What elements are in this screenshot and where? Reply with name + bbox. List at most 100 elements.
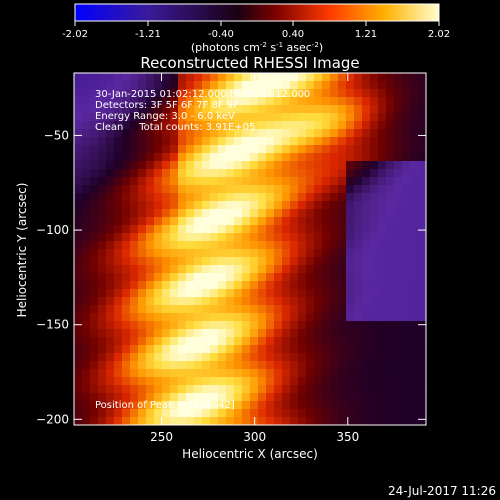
heatmap-cell bbox=[266, 233, 275, 242]
heatmap-cell bbox=[266, 417, 275, 426]
heatmap-cell bbox=[170, 201, 179, 210]
heatmap-cell bbox=[394, 169, 403, 178]
heatmap-cell bbox=[234, 297, 243, 306]
heatmap-cell bbox=[290, 169, 299, 178]
heatmap-cell bbox=[338, 217, 347, 226]
heatmap-cell bbox=[138, 113, 147, 122]
heatmap-cell bbox=[418, 201, 427, 210]
heatmap-cell bbox=[298, 105, 307, 114]
heatmap-cell bbox=[394, 345, 403, 354]
heatmap-cell bbox=[330, 369, 339, 378]
heatmap-cell bbox=[370, 177, 379, 186]
heatmap-cell bbox=[410, 313, 419, 322]
heatmap-cell bbox=[154, 265, 163, 274]
x-tick-label: 350 bbox=[336, 430, 359, 444]
heatmap-cell bbox=[410, 113, 419, 122]
heatmap-cell bbox=[186, 281, 195, 290]
colorbar-ticks: -2.02 -1.21 -0.40 0.40 1.21 2.02 bbox=[62, 21, 450, 40]
heatmap-cell bbox=[74, 121, 83, 130]
heatmap-cell bbox=[266, 281, 275, 290]
heatmap-cell bbox=[178, 305, 187, 314]
heatmap-cell bbox=[282, 129, 291, 138]
heatmap-cell bbox=[250, 321, 259, 330]
heatmap-cell bbox=[370, 105, 379, 114]
heatmap-cell bbox=[98, 329, 107, 338]
heatmap-cell bbox=[314, 361, 323, 370]
heatmap-cell bbox=[90, 313, 99, 322]
heatmap-cell bbox=[370, 169, 379, 178]
heatmap-cell bbox=[178, 297, 187, 306]
heatmap-cell bbox=[266, 201, 275, 210]
heatmap-cell bbox=[282, 401, 291, 410]
heatmap-cell bbox=[394, 209, 403, 218]
heatmap-cell bbox=[338, 177, 347, 186]
heatmap-cell bbox=[250, 385, 259, 394]
heatmap-cell bbox=[250, 401, 259, 410]
heatmap-cell bbox=[178, 153, 187, 162]
heatmap-cell bbox=[258, 225, 267, 234]
heatmap-cell bbox=[242, 417, 251, 426]
heatmap-cell bbox=[402, 233, 411, 242]
heatmap-cell bbox=[202, 305, 211, 314]
heatmap-cell bbox=[314, 209, 323, 218]
heatmap-cell bbox=[106, 89, 115, 98]
heatmap-cell bbox=[154, 393, 163, 402]
heatmap-cell bbox=[362, 193, 371, 202]
heatmap-cell bbox=[146, 297, 155, 306]
heatmap-cell bbox=[418, 161, 427, 170]
heatmap-cell bbox=[82, 337, 91, 346]
heatmap-cell bbox=[394, 369, 403, 378]
heatmap-cell bbox=[122, 369, 131, 378]
heatmap-cell bbox=[370, 161, 379, 170]
heatmap-cell bbox=[146, 137, 155, 146]
heatmap-cell bbox=[82, 217, 91, 226]
heatmap-cell bbox=[138, 161, 147, 170]
heatmap-cell bbox=[410, 249, 419, 258]
heatmap-cell bbox=[170, 81, 179, 90]
heatmap-cell bbox=[306, 385, 315, 394]
heatmap-cell bbox=[146, 249, 155, 258]
heatmap-cell bbox=[314, 241, 323, 250]
heatmap-cell bbox=[362, 241, 371, 250]
heatmap-cell bbox=[82, 385, 91, 394]
heatmap-cell bbox=[410, 281, 419, 290]
heatmap-cell bbox=[210, 329, 219, 338]
heatmap-cell bbox=[106, 97, 115, 106]
heatmap-cell bbox=[410, 377, 419, 386]
heatmap-cell bbox=[178, 265, 187, 274]
heatmap-cell bbox=[210, 273, 219, 282]
heatmap-cell bbox=[218, 89, 227, 98]
heatmap-cell bbox=[274, 321, 283, 330]
heatmap-cell bbox=[146, 209, 155, 218]
colorbar-tick-label: 1.21 bbox=[355, 29, 377, 40]
heatmap-cell bbox=[322, 209, 331, 218]
heatmap-cell bbox=[338, 345, 347, 354]
heatmap-cell bbox=[194, 105, 203, 114]
heatmap-cell bbox=[274, 225, 283, 234]
heatmap-cell bbox=[162, 169, 171, 178]
heatmap-cell bbox=[410, 89, 419, 98]
heatmap-cell bbox=[362, 289, 371, 298]
heatmap-cell bbox=[394, 105, 403, 114]
heatmap-cell bbox=[258, 393, 267, 402]
heatmap-cell bbox=[322, 241, 331, 250]
heatmap-cell bbox=[210, 161, 219, 170]
heatmap-cell bbox=[162, 329, 171, 338]
heatmap-cell bbox=[314, 105, 323, 114]
heatmap-cell bbox=[362, 409, 371, 418]
heatmap-cell bbox=[402, 225, 411, 234]
heatmap-cell bbox=[178, 361, 187, 370]
heatmap-cell bbox=[282, 361, 291, 370]
heatmap-cell bbox=[202, 137, 211, 146]
heatmap-cell bbox=[218, 177, 227, 186]
heatmap-cell bbox=[290, 361, 299, 370]
heatmap-cell bbox=[202, 177, 211, 186]
heatmap-cell bbox=[82, 81, 91, 90]
heatmap-cell bbox=[194, 177, 203, 186]
heatmap-cell bbox=[170, 241, 179, 250]
heatmap-cell bbox=[306, 185, 315, 194]
heatmap-cell bbox=[82, 169, 91, 178]
heatmap-cell bbox=[386, 329, 395, 338]
heatmap-cell bbox=[154, 273, 163, 282]
heatmap-cell bbox=[306, 161, 315, 170]
